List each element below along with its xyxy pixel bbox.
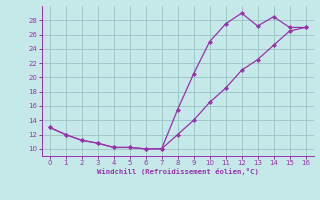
- X-axis label: Windchill (Refroidissement éolien,°C): Windchill (Refroidissement éolien,°C): [97, 168, 259, 175]
